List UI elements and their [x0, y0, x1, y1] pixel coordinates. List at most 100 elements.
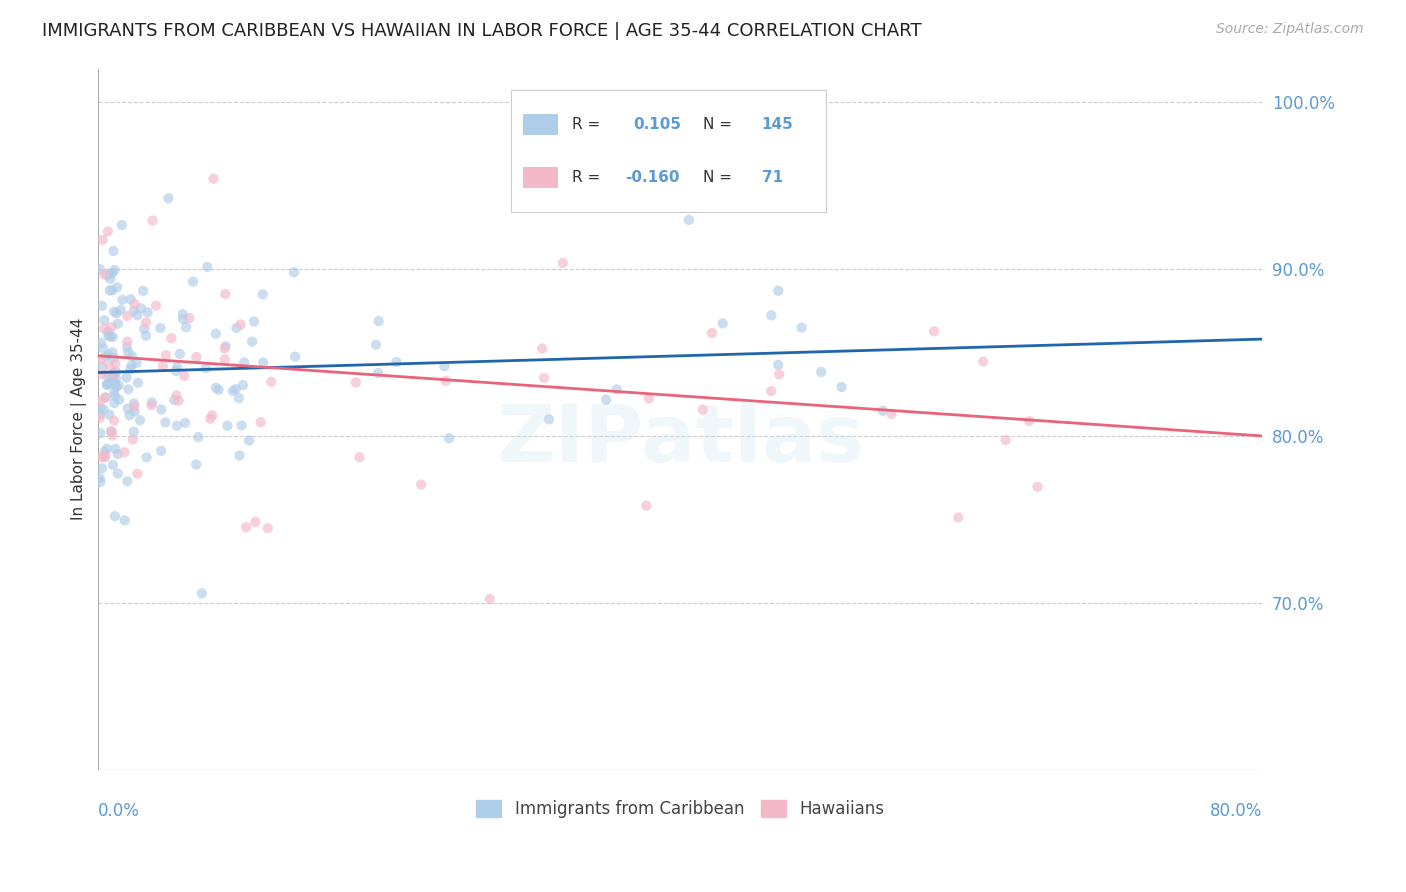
- Point: [97, 369, 120, 384]
- Point: [222, 384, 245, 398]
- Point: [120, 362, 142, 376]
- Point: [349, 450, 371, 465]
- Point: [96, 377, 118, 392]
- Point: [91, 299, 114, 313]
- Text: 80.0%: 80.0%: [1209, 802, 1263, 820]
- Point: [174, 320, 197, 334]
- Point: [638, 392, 661, 406]
- Point: [101, 266, 124, 280]
- Point: [120, 292, 142, 306]
- Text: 71: 71: [762, 169, 783, 185]
- Point: [367, 366, 389, 380]
- Point: [179, 311, 201, 326]
- Point: [129, 413, 152, 427]
- Point: [166, 359, 188, 374]
- Point: [229, 318, 252, 332]
- Point: [98, 359, 121, 373]
- Point: [129, 301, 152, 316]
- Point: [155, 416, 177, 430]
- Point: [141, 398, 163, 412]
- Point: [93, 267, 115, 281]
- Point: [104, 263, 127, 277]
- Point: [100, 267, 122, 281]
- Point: [101, 330, 124, 344]
- Point: [122, 425, 145, 439]
- Point: [284, 350, 307, 364]
- Point: [90, 352, 112, 367]
- Point: [122, 304, 145, 318]
- Point: [93, 402, 115, 417]
- Point: [107, 447, 129, 461]
- Point: [245, 515, 267, 529]
- Point: [692, 402, 714, 417]
- Point: [678, 212, 700, 227]
- Point: [103, 244, 125, 258]
- Point: [101, 428, 124, 442]
- Point: [187, 430, 209, 444]
- Point: [107, 467, 129, 481]
- Point: [538, 412, 561, 426]
- FancyBboxPatch shape: [512, 89, 825, 212]
- Point: [94, 350, 117, 364]
- Point: [89, 426, 111, 441]
- Point: [636, 499, 658, 513]
- Point: [104, 371, 127, 385]
- Text: N =: N =: [703, 169, 733, 185]
- Point: [922, 324, 945, 338]
- Point: [252, 287, 274, 301]
- Point: [232, 378, 254, 392]
- Point: [233, 355, 256, 369]
- Point: [235, 520, 257, 534]
- Point: [595, 392, 617, 407]
- Point: [114, 445, 136, 459]
- Text: Source: ZipAtlas.com: Source: ZipAtlas.com: [1216, 22, 1364, 37]
- Point: [93, 322, 115, 336]
- Point: [1018, 414, 1040, 428]
- Point: [195, 260, 218, 274]
- Point: [94, 449, 117, 463]
- Point: [700, 326, 723, 340]
- Point: [111, 218, 134, 232]
- Point: [94, 450, 117, 465]
- Point: [110, 302, 132, 317]
- Point: [105, 365, 128, 379]
- Point: [283, 265, 305, 279]
- Point: [97, 348, 120, 362]
- Point: [200, 411, 222, 425]
- Point: [117, 475, 139, 489]
- Point: [96, 377, 118, 392]
- Point: [136, 305, 159, 319]
- Point: [214, 352, 236, 367]
- Point: [94, 391, 117, 405]
- Point: [100, 330, 122, 344]
- Point: [104, 509, 127, 524]
- Point: [121, 349, 143, 363]
- Point: [103, 304, 125, 318]
- Point: [91, 233, 114, 247]
- Text: 145: 145: [762, 117, 793, 132]
- Point: [437, 431, 460, 445]
- Point: [124, 404, 146, 418]
- Point: [606, 383, 628, 397]
- Point: [122, 396, 145, 410]
- Point: [256, 521, 278, 535]
- Point: [104, 357, 127, 371]
- Point: [172, 312, 194, 326]
- Point: [214, 339, 236, 353]
- Text: 0.105: 0.105: [634, 117, 682, 132]
- Point: [103, 367, 125, 381]
- Point: [121, 433, 143, 447]
- Point: [167, 393, 190, 408]
- Point: [165, 364, 187, 378]
- Point: [150, 443, 173, 458]
- Point: [115, 340, 138, 354]
- Point: [105, 380, 128, 394]
- Point: [117, 345, 139, 359]
- Point: [790, 320, 813, 334]
- Point: [127, 308, 149, 322]
- Point: [107, 378, 129, 392]
- Point: [124, 400, 146, 414]
- Point: [761, 308, 783, 322]
- Point: [134, 322, 156, 336]
- Point: [89, 394, 111, 409]
